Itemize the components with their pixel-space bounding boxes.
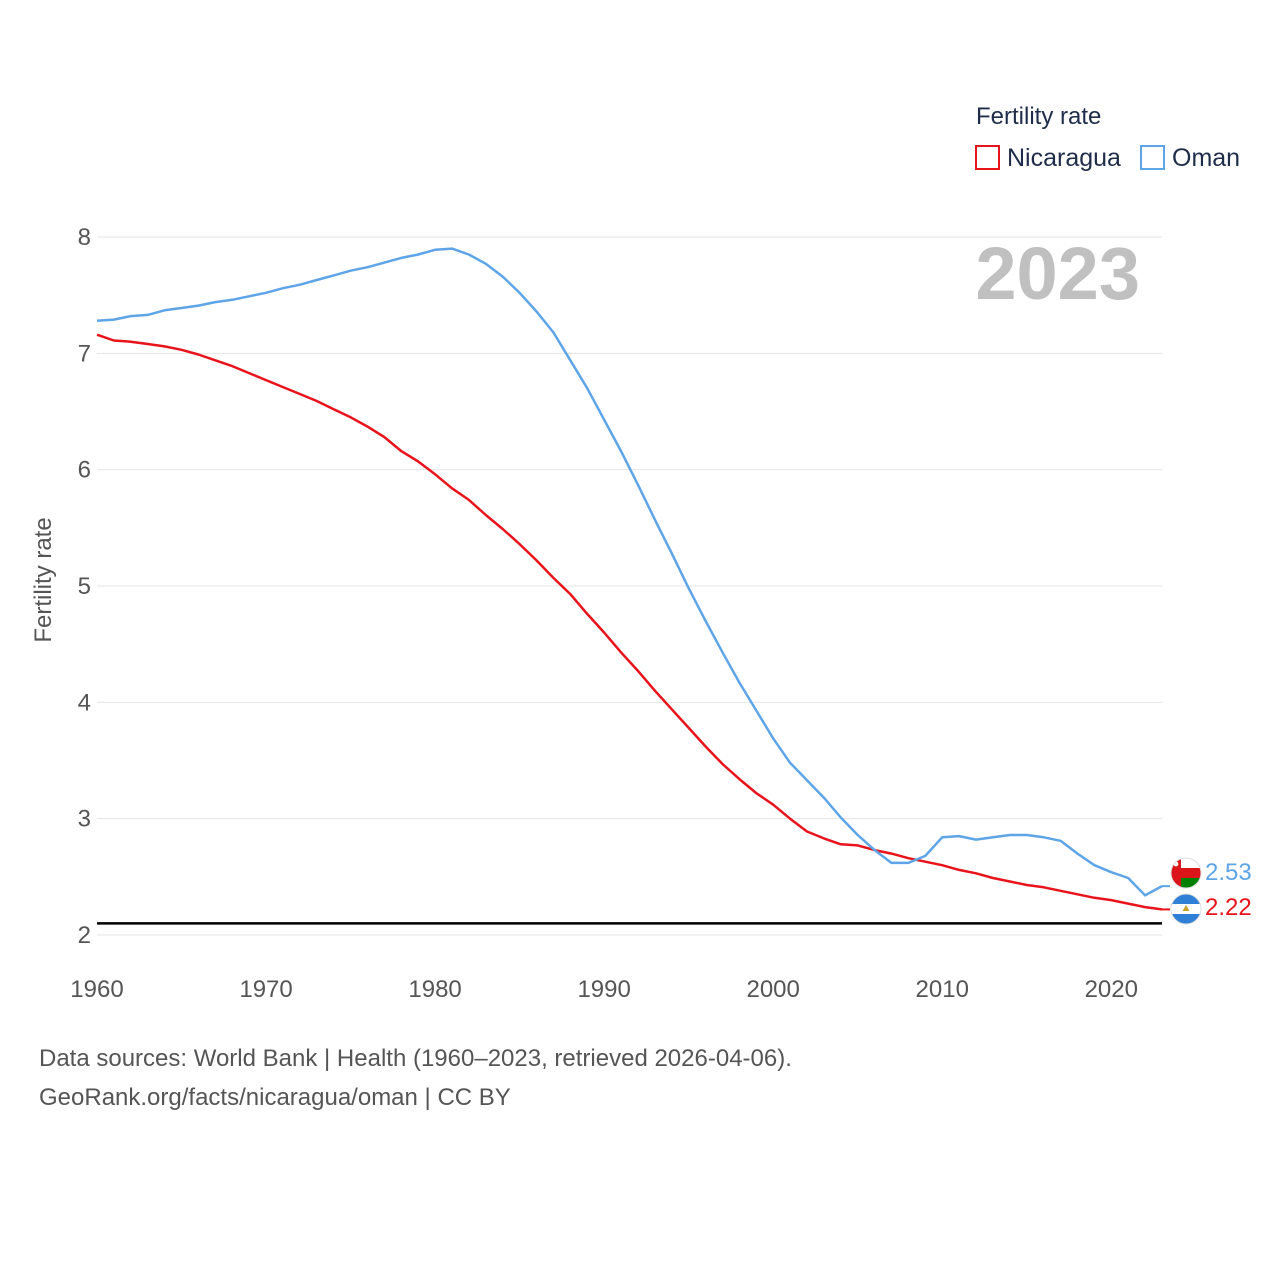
end-value-label-oman: 2.53: [1205, 859, 1252, 886]
oman-flag-icon: [1170, 857, 1202, 889]
y-tick-label: 8: [78, 224, 91, 251]
series-lines: [96, 247, 1170, 911]
gridlines: [97, 236, 1162, 936]
y-axis-label: Fertility rate: [30, 517, 57, 642]
x-axis-ticks: 1960 1970 1980 1990 2000 2010 2020: [70, 976, 1138, 1003]
credit-text: GeoRank.org/facts/nicaragua/oman | CC BY: [39, 1084, 511, 1111]
y-tick-label: 2: [78, 922, 91, 949]
x-tick-label: 2010: [916, 976, 969, 1003]
y-axis-ticks: 2 3 4 5 6 7 8: [78, 224, 91, 949]
data-sources-text: Data sources: World Bank | Health (1960–…: [39, 1045, 792, 1072]
legend-swatch-nicaragua[interactable]: [975, 145, 1000, 170]
series-line-oman[interactable]: [96, 247, 1163, 897]
x-tick-label: 1970: [239, 976, 292, 1003]
legend-title: Fertility rate: [976, 103, 1101, 130]
legend: Fertility rate Nicaragua Oman: [975, 103, 1240, 172]
y-tick-label: 7: [78, 340, 91, 367]
year-label: 2023: [975, 232, 1140, 315]
y-tick-label: 6: [78, 457, 91, 484]
x-tick-label: 1960: [70, 976, 123, 1003]
nicaragua-flag-icon: [1170, 893, 1202, 925]
y-tick-label: 4: [78, 689, 91, 716]
x-tick-label: 2020: [1085, 976, 1138, 1003]
x-tick-label: 1990: [577, 976, 630, 1003]
x-tick-label: 1980: [408, 976, 461, 1003]
legend-swatch-oman[interactable]: [1140, 145, 1165, 170]
legend-label-oman[interactable]: Oman: [1172, 144, 1240, 172]
y-tick-label: 3: [78, 806, 91, 833]
fertility-rate-chart: 2 3 4 5 6 7 8 1960 1970 1980 1990 2000 2010 2020 Fer…: [30, 103, 1252, 1003]
series-line-nicaragua[interactable]: [96, 333, 1163, 911]
legend-label-nicaragua[interactable]: Nicaragua: [1007, 144, 1121, 172]
y-tick-label: 5: [78, 573, 91, 600]
x-tick-label: 2000: [746, 976, 799, 1003]
end-value-label-nicaragua: 2.22: [1205, 894, 1252, 921]
